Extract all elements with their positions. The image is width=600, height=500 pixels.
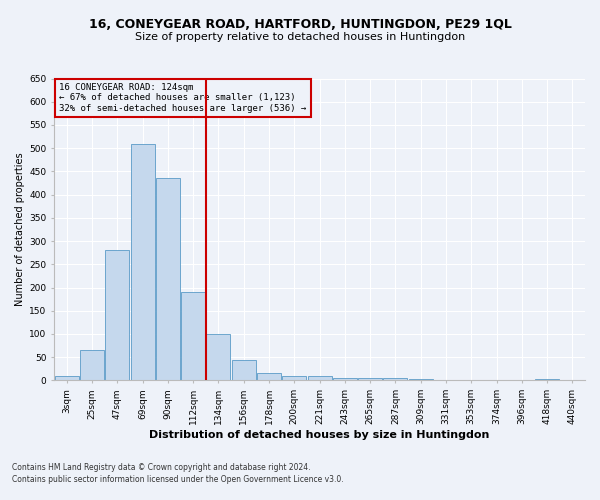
- Bar: [131, 144, 155, 380]
- Text: Size of property relative to detached houses in Huntingdon: Size of property relative to detached ho…: [135, 32, 465, 42]
- Bar: [358, 378, 382, 380]
- Bar: [181, 292, 205, 380]
- Bar: [383, 378, 407, 380]
- Text: Contains public sector information licensed under the Open Government Licence v3: Contains public sector information licen…: [12, 474, 344, 484]
- X-axis label: Distribution of detached houses by size in Huntingdon: Distribution of detached houses by size …: [149, 430, 490, 440]
- Bar: [333, 378, 357, 380]
- Bar: [206, 334, 230, 380]
- Bar: [55, 376, 79, 380]
- Bar: [308, 376, 332, 380]
- Bar: [257, 374, 281, 380]
- Bar: [156, 178, 180, 380]
- Bar: [80, 350, 104, 380]
- Bar: [535, 379, 559, 380]
- Bar: [282, 376, 306, 380]
- Y-axis label: Number of detached properties: Number of detached properties: [15, 152, 25, 306]
- Text: 16 CONEYGEAR ROAD: 124sqm
← 67% of detached houses are smaller (1,123)
32% of se: 16 CONEYGEAR ROAD: 124sqm ← 67% of detac…: [59, 83, 307, 113]
- Text: 16, CONEYGEAR ROAD, HARTFORD, HUNTINGDON, PE29 1QL: 16, CONEYGEAR ROAD, HARTFORD, HUNTINGDON…: [89, 18, 511, 30]
- Bar: [232, 360, 256, 380]
- Bar: [105, 250, 129, 380]
- Bar: [409, 379, 433, 380]
- Text: Contains HM Land Registry data © Crown copyright and database right 2024.: Contains HM Land Registry data © Crown c…: [12, 464, 311, 472]
